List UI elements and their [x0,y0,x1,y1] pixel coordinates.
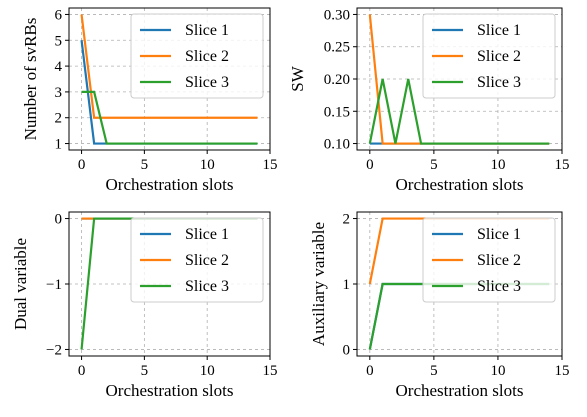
chart3-legend: Slice 1 Slice 2 Slice 3 [130,217,264,303]
chart4-legend-label-slice-2: Slice 2 [477,252,521,269]
chart3-y-tick-label-2: 0 [55,212,63,228]
chart1-y-tick-label-3: 4 [55,59,63,75]
chart1-series-slice-2-line [80,14,258,119]
chart2-x-tick-label-1: 5 [430,157,438,173]
chart2-y-tick-label-3: 0.25 [324,40,350,56]
chart3-legend-label-slice-1: Slice 1 [185,226,229,243]
subplot-dual-variable: 0 5 10 15 −2 −1 0 Orchestration slots Dual varia… [11,211,278,400]
chart2-y-tick-label-2: 0.20 [324,72,350,88]
chart4-x-axis-label: Orchestration slots [396,381,524,400]
chart1-y-tick-label-2: 3 [55,85,63,101]
subplot-auxiliary-variable: 0 5 10 15 0 1 2 Orchestration slots Auxiliary va… [309,211,570,400]
chart4-x-tick-label-0: 0 [366,363,374,379]
chart2-x-tick-label-3: 15 [555,157,570,173]
chart1-x-tick-label-2: 10 [200,157,215,173]
chart1-y-axis-label: Number of svRBs [21,18,40,141]
chart3-x-tick-label-2: 10 [200,363,215,379]
chart3-x-tick-label-0: 0 [78,363,86,379]
chart4-x-tick-label-2: 10 [490,363,505,379]
chart3-y-tick-label-0: −2 [46,342,62,358]
chart3-x-tick-label-1: 5 [141,363,149,379]
chart1-series-slice-3-line [81,90,258,145]
chart1-x-tick-label-1: 5 [141,157,149,173]
chart1-y-tick-label-1: 2 [55,111,63,127]
chart2-y-tick-label-4: 0.30 [324,7,350,23]
chart3-x-tick-label-3: 15 [263,363,278,379]
chart1-legend-label-slice-1: Slice 1 [185,22,229,39]
chart2-legend-label-slice-2: Slice 2 [477,48,521,65]
chart1-y-tick-label-0: 1 [55,137,63,153]
chart1-legend-box [130,13,264,99]
chart4-y-axis-label: Auxiliary variable [309,222,328,346]
chart4-y-tick-label-0: 0 [343,342,351,358]
chart1-legend-label-slice-2: Slice 2 [185,48,229,65]
chart3-legend-label-slice-2: Slice 2 [185,252,229,269]
chart4-legend-label-slice-1: Slice 1 [477,226,521,243]
chart1-x-tick-label-0: 0 [78,157,86,173]
chart1-axes-frame [68,7,271,151]
chart4-legend: Slice 1 Slice 2 Slice 3 [422,217,556,303]
chart3-y-axis-label: Dual variable [11,238,30,330]
subplot-svrbs: 0 5 10 15 1 2 3 4 5 6 Orchestration slots Number of… [21,7,278,194]
chart2-series-slice-3-line [368,78,550,145]
chart3-x-axis-label: Orchestration slots [106,381,234,400]
chart2-legend-box [422,13,556,99]
chart2-legend-label-slice-3: Slice 3 [477,74,521,91]
chart2-y-tick-label-1: 0.15 [324,104,350,120]
chart2-legend-label-slice-1: Slice 1 [477,22,521,39]
chart4-legend-label-slice-3: Slice 3 [477,278,521,295]
chart3-y-tick-label-1: −1 [46,277,62,293]
chart4-y-tick-label-1: 1 [343,277,351,293]
chart1-y-tick-label-5: 6 [55,7,63,23]
chart1-y-tick-label-4: 5 [55,33,63,49]
chart2-x-tick-label-2: 10 [490,157,505,173]
chart2-y-tick-label-0: 0.10 [324,137,350,153]
chart4-legend-box [422,217,556,303]
chart4-x-tick-label-1: 5 [430,363,438,379]
chart2-x-tick-label-0: 0 [366,157,374,173]
chart1-legend: Slice 1 Slice 2 Slice 3 [130,13,264,99]
chart2-y-axis-label: SW [288,65,307,91]
chart1-x-axis-label: Orchestration slots [106,175,234,194]
chart4-y-tick-label-2: 2 [343,212,351,228]
chart2-legend: Slice 1 Slice 2 Slice 3 [422,13,556,99]
chart2-x-axis-label: Orchestration slots [396,175,524,194]
chart3-legend-box [130,217,264,303]
chart1-legend-label-slice-3: Slice 3 [185,74,229,91]
chart3-legend-label-slice-3: Slice 3 [185,278,229,295]
chart4-x-tick-label-3: 15 [555,363,570,379]
subplot-sw: 0 5 10 15 0.10 0.15 0.20 0.25 0.30 Orchestration … [288,7,570,194]
chart1-x-tick-label-3: 15 [263,157,278,173]
